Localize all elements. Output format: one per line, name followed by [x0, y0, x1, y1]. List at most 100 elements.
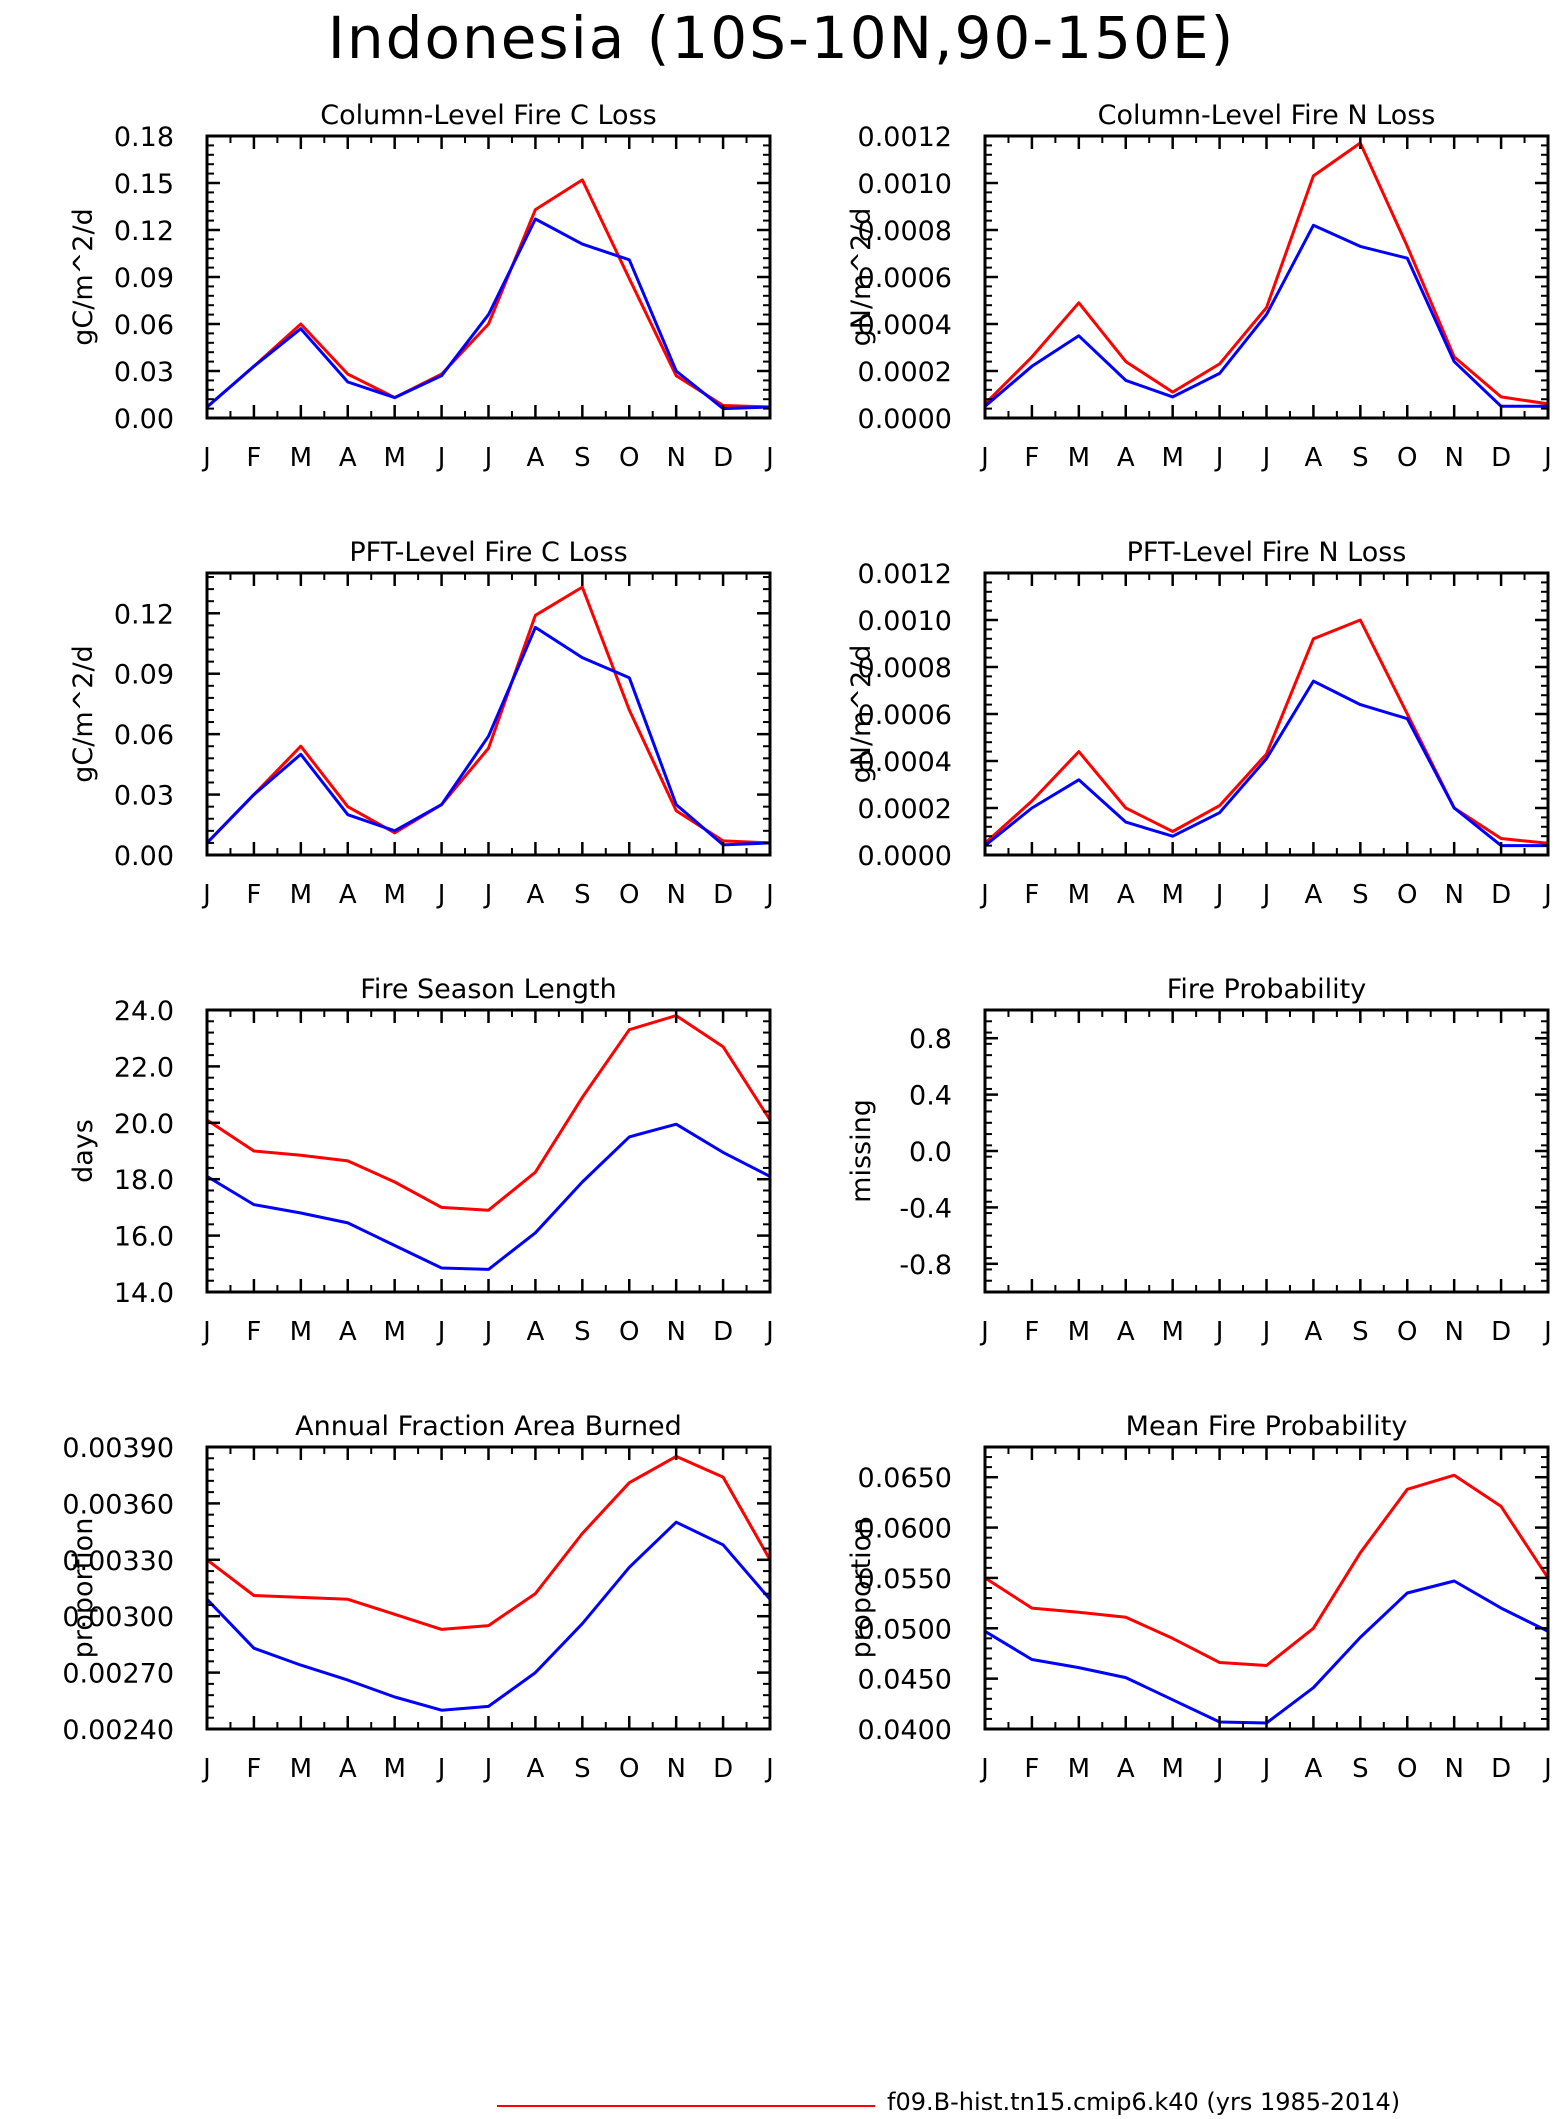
y-tick-label: 0.09 — [114, 660, 174, 691]
y-tick-label: 0.12 — [114, 599, 174, 630]
x-tick-label: S — [574, 443, 591, 473]
x-tick-label: J — [979, 443, 989, 473]
x-tick-label: M — [1068, 443, 1090, 473]
legend-line-series1 — [497, 2105, 875, 2107]
y-tick-label: 0.0008 — [858, 216, 952, 247]
y-tick-label: 0.0008 — [858, 653, 952, 684]
x-tick-label: A — [1117, 1754, 1135, 1784]
y-tick-label: 0.00270 — [62, 1659, 174, 1690]
x-tick-label: M — [1068, 880, 1090, 910]
x-tick-label: J — [764, 880, 774, 910]
x-tick-label: F — [246, 443, 261, 473]
series-line-2 — [206, 1122, 771, 1271]
x-tick-label: O — [619, 1317, 639, 1347]
x-tick-label: J — [483, 1754, 493, 1784]
x-tick-label: J — [979, 880, 989, 910]
x-tick-label: N — [1444, 1754, 1463, 1784]
x-tick-label: O — [1397, 1754, 1417, 1784]
panel-title: Mean Fire Probability — [1126, 1411, 1408, 1442]
y-axis-label: gN/m^2/d — [846, 208, 877, 347]
y-tick-label: -0.4 — [899, 1193, 952, 1224]
y-tick-label: 0.00330 — [62, 1546, 174, 1577]
x-tick-label: M — [290, 1317, 312, 1347]
x-tick-label: J — [979, 1754, 989, 1784]
series-line-2 — [984, 1579, 1549, 1725]
x-tick-label: J — [764, 1317, 774, 1347]
y-tick-label: 0.0004 — [858, 310, 952, 341]
x-tick-label: M — [1161, 443, 1183, 473]
x-tick-label: N — [1444, 880, 1463, 910]
x-tick-label: M — [383, 1317, 405, 1347]
panel-title: PFT-Level Fire C Loss — [349, 537, 627, 568]
y-tick-label: 0.0600 — [858, 1514, 952, 1545]
x-tick-label: J — [1542, 443, 1552, 473]
x-tick-label: A — [1305, 1317, 1323, 1347]
x-tick-label: A — [339, 1317, 357, 1347]
plot-frame — [983, 134, 1550, 420]
x-tick-label: J — [201, 443, 211, 473]
legend: f09.B-hist.tn15.cmip6.k40 (yrs 1985-2014… — [0, 2080, 1563, 2119]
x-tick-label: O — [619, 880, 639, 910]
x-tick-label: M — [383, 880, 405, 910]
panel-title: Column-Level Fire C Loss — [320, 100, 656, 131]
x-tick-label: J — [1261, 1754, 1271, 1784]
x-tick-label: D — [713, 443, 733, 473]
y-tick-label: 0.8 — [909, 1024, 952, 1055]
x-tick-label: J — [1214, 1317, 1224, 1347]
series-line-2 — [206, 217, 771, 411]
x-tick-label: O — [1397, 880, 1417, 910]
x-tick-label: O — [1397, 1317, 1417, 1347]
plot-frame — [205, 1008, 772, 1294]
x-tick-label: F — [246, 1317, 261, 1347]
x-tick-label: J — [1542, 880, 1552, 910]
panel-title: PFT-Level Fire N Loss — [1127, 537, 1407, 568]
y-tick-label: 0.0650 — [858, 1463, 952, 1494]
x-tick-label: D — [1491, 1317, 1511, 1347]
x-tick-label: J — [1214, 880, 1224, 910]
y-axis-label: proportion — [846, 1518, 877, 1659]
panel-title: Annual Fraction Area Burned — [295, 1411, 682, 1442]
x-tick-label: M — [290, 1754, 312, 1784]
x-tick-label: O — [619, 443, 639, 473]
x-tick-label: M — [290, 880, 312, 910]
x-tick-label: A — [527, 880, 545, 910]
panel-title: Column-Level Fire N Loss — [1098, 100, 1436, 131]
x-tick-label: A — [1305, 1754, 1323, 1784]
x-tick-label: J — [483, 1317, 493, 1347]
y-tick-label: 0.00240 — [62, 1715, 174, 1746]
series-line-1 — [206, 1014, 772, 1212]
y-tick-label: 20.0 — [114, 1109, 174, 1140]
y-axis-label: missing — [846, 1099, 877, 1203]
y-tick-label: 0.00390 — [62, 1433, 174, 1464]
y-tick-label: 24.0 — [114, 996, 174, 1027]
y-axis-label: proportion — [68, 1518, 99, 1659]
x-tick-label: D — [713, 1317, 733, 1347]
y-tick-label: 0.0006 — [858, 700, 952, 731]
x-tick-label: D — [1491, 1754, 1511, 1784]
y-tick-label: 0.4 — [909, 1081, 952, 1112]
x-tick-label: D — [713, 880, 733, 910]
x-tick-label: J — [979, 1317, 989, 1347]
y-tick-label: 0.0002 — [858, 794, 952, 825]
x-tick-label: J — [1261, 1317, 1271, 1347]
y-tick-label: 0.06 — [114, 310, 174, 341]
y-tick-label: 0.06 — [114, 720, 174, 751]
series-line-2 — [984, 679, 1548, 848]
x-tick-label: S — [574, 1317, 591, 1347]
x-tick-label: M — [1161, 880, 1183, 910]
y-tick-label: 0.03 — [114, 781, 174, 812]
page-title: Indonesia (10S-10N,90-150E) — [327, 4, 1236, 72]
y-tick-label: 0.0004 — [858, 747, 952, 778]
y-tick-label: 0.0000 — [858, 841, 952, 872]
y-tick-label: 0.0010 — [858, 169, 952, 200]
x-tick-label: J — [483, 443, 493, 473]
x-tick-label: O — [1397, 443, 1417, 473]
y-tick-label: 0.0400 — [858, 1715, 952, 1746]
series-line-1 — [984, 1473, 1550, 1667]
x-tick-label: J — [201, 1754, 211, 1784]
